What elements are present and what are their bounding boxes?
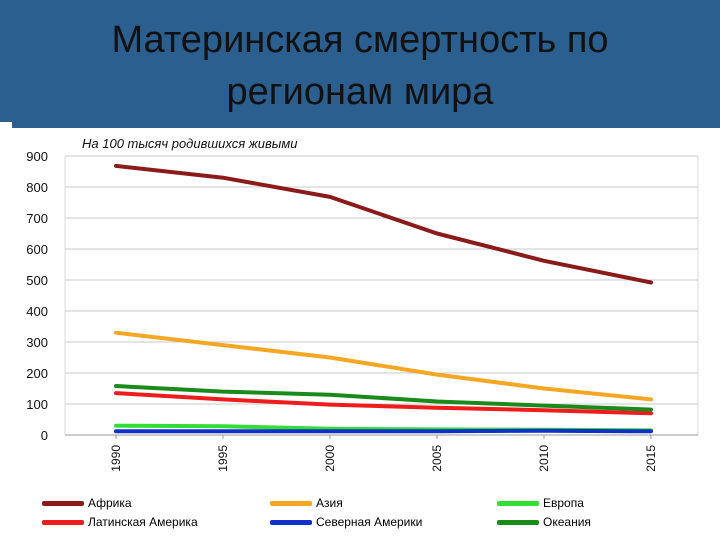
y-axis-ticks: 0 100 200 300 400 500 600 700 800 900 (26, 149, 48, 443)
y-tick-label: 800 (26, 180, 48, 195)
grid-lines (65, 155, 698, 436)
series-lines (114, 163, 653, 434)
x-tick-label: 2015 (644, 445, 658, 472)
legend-label: Европа (543, 496, 584, 510)
series-line-4 (114, 391, 653, 416)
y-tick-label: 200 (26, 366, 48, 381)
y-tick-label: 600 (26, 242, 48, 257)
title-underline-notch (0, 122, 12, 128)
legend-item: Европа (497, 494, 584, 512)
y-tick-label: 400 (26, 304, 48, 319)
series-line-2 (114, 330, 653, 402)
series-line-6 (114, 384, 653, 412)
legend-swatch (42, 519, 84, 525)
legend-swatch (42, 500, 84, 506)
line-chart: 0 100 200 300 400 500 600 700 800 900 1990 1995 200… (26, 136, 699, 472)
y-tick-label: 700 (26, 211, 48, 226)
legend-label: Латинская Америка (88, 515, 198, 529)
x-tick-label: 2010 (537, 445, 551, 472)
y-tick-label: 300 (26, 335, 48, 350)
legend-label: Азия (316, 496, 343, 510)
x-tick-label: 2000 (323, 445, 337, 472)
x-tick-label: 1990 (109, 445, 123, 472)
legend-swatch (270, 500, 312, 506)
legend-item: Океания (497, 513, 591, 531)
series-line-1 (114, 163, 653, 285)
legend-swatch (270, 519, 312, 525)
chart-legend: Африка Азия Европа Латинская Америка Северна… (0, 490, 720, 534)
legend-item: Северная Америки (270, 513, 422, 531)
x-tick-label: 2005 (430, 445, 444, 472)
legend-item: Латинская Америка (42, 513, 198, 531)
series-line-5 (114, 428, 653, 434)
title-underline (0, 122, 720, 128)
slide-title: Материнская смертность по регионам мира (111, 19, 609, 113)
legend-swatch (497, 519, 539, 525)
chart-subtitle: На 100 тысяч родившихся живыми (82, 136, 297, 151)
legend-item: Африка (42, 494, 132, 512)
legend-swatch (497, 500, 539, 506)
y-tick-label: 900 (26, 149, 48, 164)
y-tick-label: 100 (26, 397, 48, 412)
x-tick-label: 1995 (216, 445, 230, 472)
legend-label: Африка (88, 496, 132, 510)
legend-label: Океания (543, 515, 591, 529)
x-axis-ticks: 1990 1995 2000 2005 2010 2015 (109, 435, 658, 472)
legend-label: Северная Америки (316, 515, 423, 529)
legend-item: Азия (270, 494, 343, 512)
y-tick-label: 500 (26, 273, 48, 288)
y-tick-label: 0 (41, 428, 48, 443)
title-band: Материнская смертность по регионам мира (0, 0, 720, 122)
